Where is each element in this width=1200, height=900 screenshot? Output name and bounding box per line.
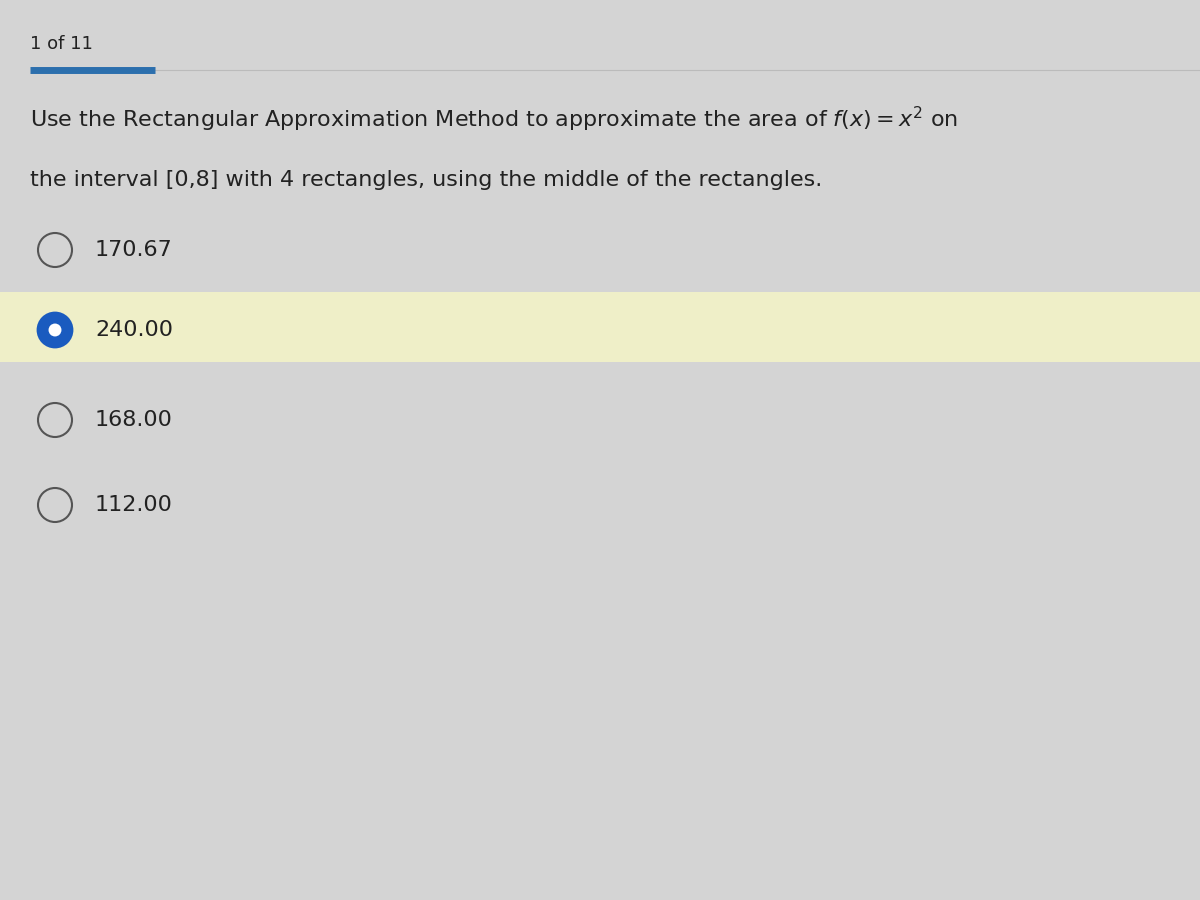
Circle shape: [48, 323, 61, 337]
Circle shape: [38, 403, 72, 437]
Text: Use the Rectangular Approximation Method to approximate the area of $f(x) = x^2$: Use the Rectangular Approximation Method…: [30, 105, 958, 134]
Text: 170.67: 170.67: [95, 240, 173, 260]
FancyBboxPatch shape: [0, 292, 1200, 362]
Text: 168.00: 168.00: [95, 410, 173, 430]
Circle shape: [38, 488, 72, 522]
Text: 240.00: 240.00: [95, 320, 173, 340]
Circle shape: [38, 313, 72, 347]
Text: the interval [0,8] with 4 rectangles, using the middle of the rectangles.: the interval [0,8] with 4 rectangles, us…: [30, 170, 822, 190]
Text: 112.00: 112.00: [95, 495, 173, 515]
Circle shape: [38, 233, 72, 267]
Text: 1 of 11: 1 of 11: [30, 35, 92, 53]
